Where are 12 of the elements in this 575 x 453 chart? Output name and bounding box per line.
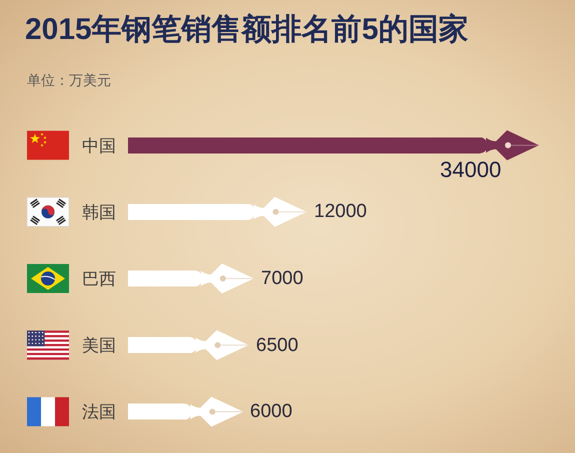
y-tick-label: 美国	[82, 336, 116, 356]
data-label: 7000	[261, 268, 304, 289]
data-label: 12000	[314, 201, 367, 222]
y-tick-label: 中国	[82, 136, 116, 156]
y-tick-label: 法国	[82, 402, 116, 422]
data-label: 34000	[440, 157, 502, 182]
y-tick-label: 韩国	[82, 202, 116, 222]
y-tick-label: 巴西	[82, 269, 116, 288]
chart-subtitle: 单位：万美元	[27, 72, 111, 88]
chart-title: 2015年钢笔销售额排名前5的国家	[25, 12, 468, 46]
data-label: 6000	[250, 401, 292, 422]
data-label: 6500	[256, 335, 298, 356]
